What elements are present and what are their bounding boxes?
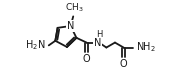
Text: O: O [83, 54, 90, 64]
Text: CH$_3$: CH$_3$ [65, 2, 83, 14]
Text: H: H [96, 30, 103, 39]
Text: NH$_2$: NH$_2$ [136, 41, 156, 54]
Text: N: N [67, 21, 74, 31]
Text: H$_2$N: H$_2$N [25, 38, 46, 52]
Text: O: O [120, 59, 127, 69]
Text: N: N [94, 38, 101, 48]
